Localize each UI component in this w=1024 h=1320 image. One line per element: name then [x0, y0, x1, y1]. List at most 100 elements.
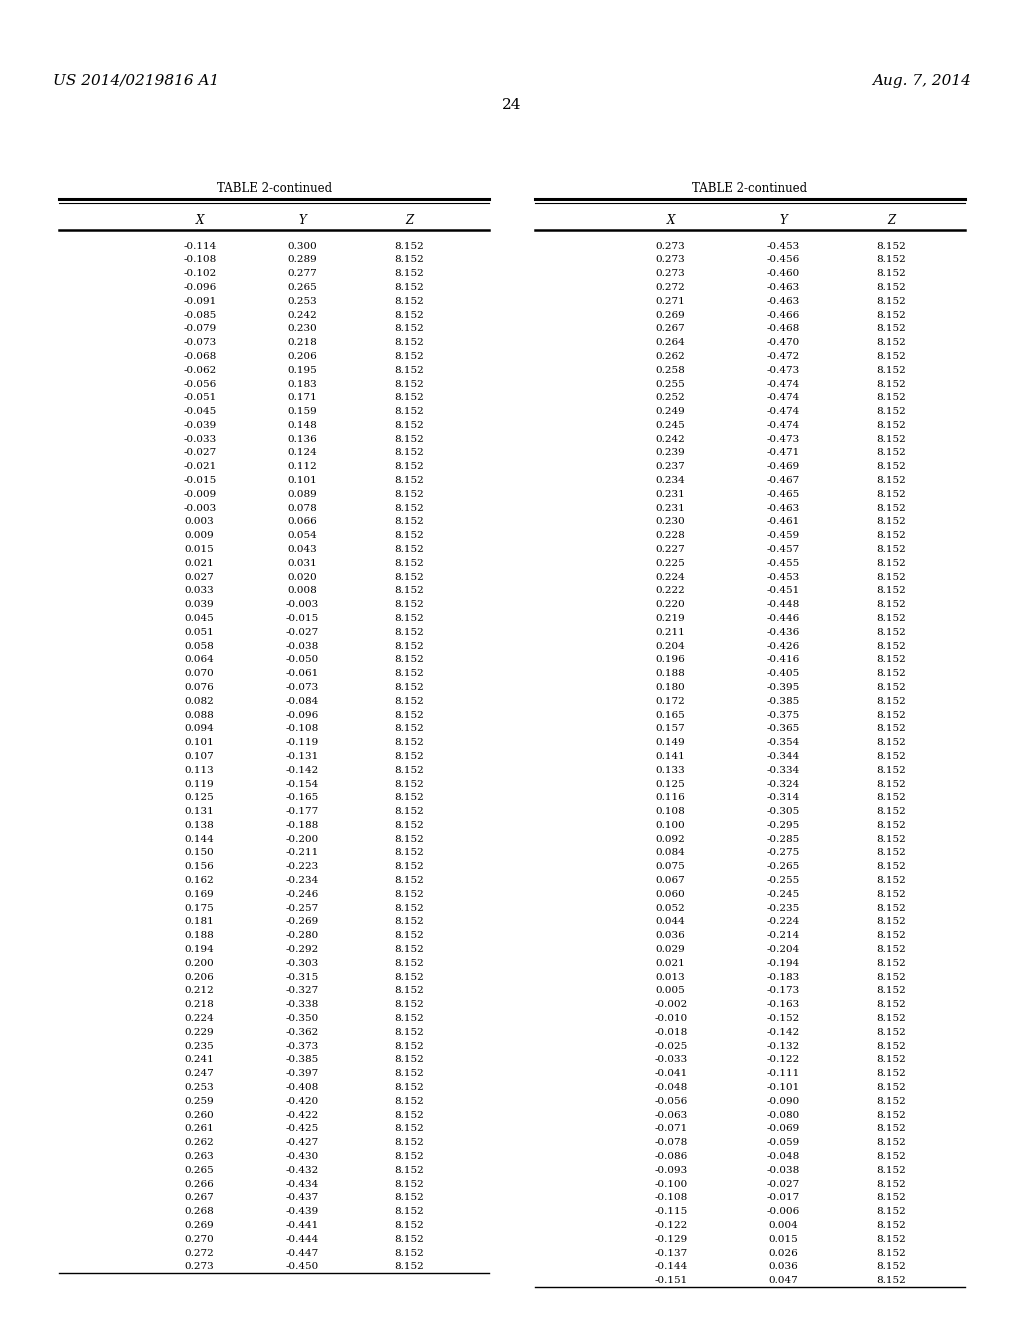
- Text: 0.235: 0.235: [184, 1041, 215, 1051]
- Text: -0.200: -0.200: [286, 834, 318, 843]
- Text: 8.152: 8.152: [876, 876, 906, 886]
- Text: -0.362: -0.362: [286, 1028, 318, 1036]
- Text: 8.152: 8.152: [394, 462, 425, 471]
- Text: 0.162: 0.162: [184, 876, 215, 886]
- Text: 8.152: 8.152: [876, 642, 906, 651]
- Text: 0.047: 0.047: [768, 1276, 799, 1286]
- Text: -0.453: -0.453: [767, 242, 800, 251]
- Text: -0.154: -0.154: [286, 780, 318, 788]
- Text: 0.078: 0.078: [287, 504, 317, 512]
- Text: 8.152: 8.152: [394, 1221, 425, 1230]
- Text: -0.078: -0.078: [654, 1138, 687, 1147]
- Text: 0.076: 0.076: [184, 682, 215, 692]
- Text: 0.239: 0.239: [655, 449, 686, 458]
- Text: 8.152: 8.152: [876, 682, 906, 692]
- Text: 0.092: 0.092: [655, 834, 686, 843]
- Text: -0.385: -0.385: [286, 1056, 318, 1064]
- Text: 0.245: 0.245: [655, 421, 686, 430]
- Text: 8.152: 8.152: [876, 1166, 906, 1175]
- Text: 0.051: 0.051: [184, 628, 215, 636]
- Text: 8.152: 8.152: [876, 834, 906, 843]
- Text: 24: 24: [502, 98, 522, 112]
- Text: 0.218: 0.218: [287, 338, 317, 347]
- Text: 0.200: 0.200: [184, 958, 215, 968]
- Text: -0.017: -0.017: [767, 1193, 800, 1203]
- Text: -0.165: -0.165: [286, 793, 318, 803]
- Text: 0.211: 0.211: [655, 628, 686, 636]
- Text: -0.079: -0.079: [183, 325, 216, 334]
- Text: -0.472: -0.472: [767, 352, 800, 360]
- Text: -0.062: -0.062: [183, 366, 216, 375]
- Text: -0.152: -0.152: [767, 1014, 800, 1023]
- Text: -0.059: -0.059: [767, 1138, 800, 1147]
- Text: 0.273: 0.273: [655, 255, 686, 264]
- Text: 0.241: 0.241: [184, 1056, 215, 1064]
- Text: -0.460: -0.460: [767, 269, 800, 279]
- Text: 0.005: 0.005: [655, 986, 686, 995]
- Text: 0.262: 0.262: [184, 1138, 215, 1147]
- Text: 8.152: 8.152: [394, 490, 425, 499]
- Text: -0.408: -0.408: [286, 1082, 318, 1092]
- Text: 0.125: 0.125: [655, 780, 686, 788]
- Text: 0.015: 0.015: [184, 545, 215, 554]
- Text: 8.152: 8.152: [876, 766, 906, 775]
- Text: -0.474: -0.474: [767, 393, 800, 403]
- Text: 0.194: 0.194: [184, 945, 215, 954]
- Text: 8.152: 8.152: [394, 531, 425, 540]
- Text: -0.102: -0.102: [183, 269, 216, 279]
- Text: -0.194: -0.194: [767, 958, 800, 968]
- Text: -0.056: -0.056: [654, 1097, 687, 1106]
- Text: 8.152: 8.152: [876, 393, 906, 403]
- Text: -0.045: -0.045: [183, 407, 216, 416]
- Text: 0.112: 0.112: [287, 462, 317, 471]
- Text: -0.397: -0.397: [286, 1069, 318, 1078]
- Text: 0.150: 0.150: [184, 849, 215, 858]
- Text: -0.177: -0.177: [286, 807, 318, 816]
- Text: Z: Z: [406, 214, 414, 227]
- Text: -0.003: -0.003: [183, 504, 216, 512]
- Text: 8.152: 8.152: [394, 697, 425, 706]
- Text: 0.026: 0.026: [768, 1249, 799, 1258]
- Text: -0.338: -0.338: [286, 1001, 318, 1010]
- Text: -0.469: -0.469: [767, 462, 800, 471]
- Text: 0.013: 0.013: [655, 973, 686, 982]
- Text: -0.132: -0.132: [767, 1041, 800, 1051]
- Text: 0.253: 0.253: [287, 297, 317, 306]
- Text: 8.152: 8.152: [876, 725, 906, 734]
- Text: 0.229: 0.229: [184, 1028, 215, 1036]
- Text: 8.152: 8.152: [876, 297, 906, 306]
- Text: -0.050: -0.050: [286, 656, 318, 664]
- Text: 0.067: 0.067: [655, 876, 686, 886]
- Text: 0.107: 0.107: [184, 752, 215, 760]
- Text: 0.033: 0.033: [184, 586, 215, 595]
- Text: 0.113: 0.113: [184, 766, 215, 775]
- Text: 0.231: 0.231: [655, 490, 686, 499]
- Text: 0.075: 0.075: [655, 862, 686, 871]
- Text: 8.152: 8.152: [876, 1014, 906, 1023]
- Text: -0.365: -0.365: [767, 725, 800, 734]
- Text: -0.375: -0.375: [767, 710, 800, 719]
- Text: 8.152: 8.152: [394, 834, 425, 843]
- Text: -0.245: -0.245: [767, 890, 800, 899]
- Text: -0.163: -0.163: [767, 1001, 800, 1010]
- Text: -0.463: -0.463: [767, 297, 800, 306]
- Text: -0.038: -0.038: [767, 1166, 800, 1175]
- Text: 8.152: 8.152: [876, 255, 906, 264]
- Text: 8.152: 8.152: [876, 1082, 906, 1092]
- Text: 0.242: 0.242: [287, 310, 317, 319]
- Text: 8.152: 8.152: [876, 1193, 906, 1203]
- Text: 8.152: 8.152: [394, 793, 425, 803]
- Text: 0.009: 0.009: [184, 531, 215, 540]
- Text: -0.463: -0.463: [767, 504, 800, 512]
- Text: -0.455: -0.455: [767, 558, 800, 568]
- Text: 0.141: 0.141: [655, 752, 686, 760]
- Text: 0.220: 0.220: [655, 601, 686, 610]
- Text: 0.159: 0.159: [287, 407, 317, 416]
- Text: 8.152: 8.152: [876, 862, 906, 871]
- Text: -0.474: -0.474: [767, 380, 800, 388]
- Text: 8.152: 8.152: [394, 1206, 425, 1216]
- Text: 8.152: 8.152: [876, 586, 906, 595]
- Text: -0.002: -0.002: [654, 1001, 687, 1010]
- Text: -0.295: -0.295: [767, 821, 800, 830]
- Text: -0.463: -0.463: [767, 282, 800, 292]
